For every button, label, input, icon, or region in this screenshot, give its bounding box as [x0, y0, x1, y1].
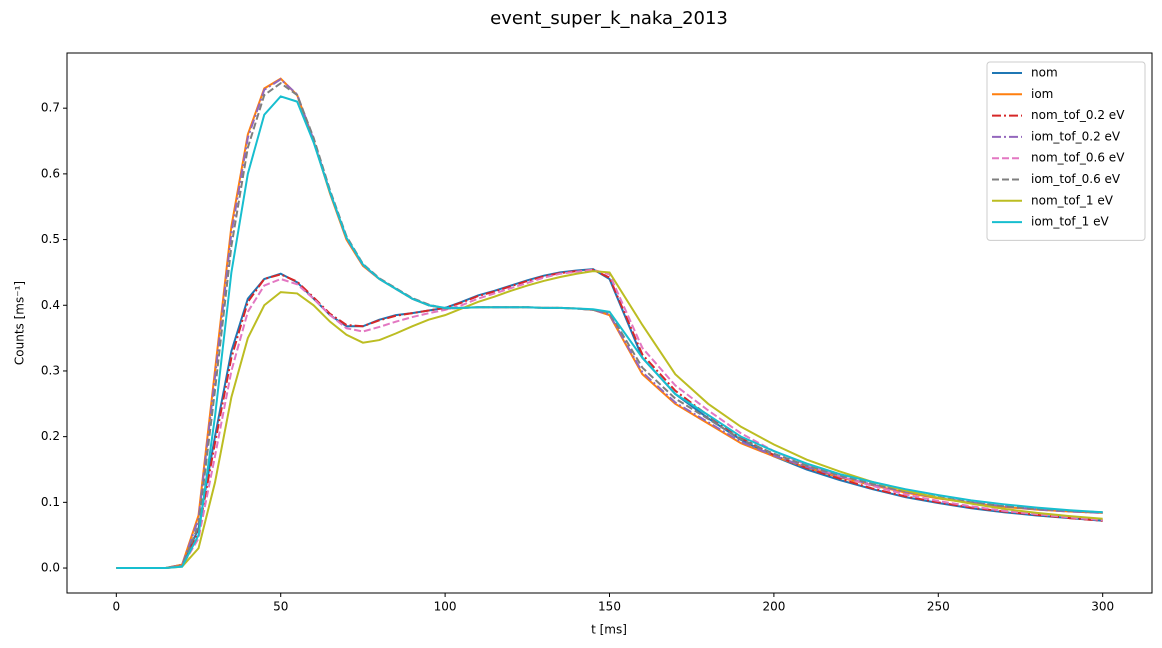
- series-line: [116, 77, 1103, 570]
- y-tick-label: 0.5: [41, 232, 60, 246]
- y-tick-label: 0.1: [41, 495, 60, 509]
- y-tick-label: 0.0: [41, 561, 60, 575]
- legend-label: nom_tof_1 eV: [1031, 193, 1114, 207]
- legend-label: nom_tof_0.2 eV: [1031, 108, 1125, 122]
- legend-box: [986, 61, 1146, 241]
- y-tick-label: 0.7: [41, 101, 60, 115]
- y-tick-label: 0.3: [41, 363, 60, 377]
- legend-label: iom_tof_0.6 eV: [1031, 172, 1121, 186]
- x-tick-label: 150: [598, 600, 621, 614]
- x-axis-label: t [ms]: [591, 623, 627, 637]
- x-tick-label: 250: [927, 600, 950, 614]
- legend-label: iom_tof_1 eV: [1031, 215, 1109, 229]
- legend-label: iom: [1031, 87, 1053, 101]
- x-tick-label: 50: [273, 600, 288, 614]
- y-axis-label: Counts [ms⁻¹]: [13, 281, 27, 365]
- series-line: [116, 78, 1103, 570]
- series-line: [116, 268, 1103, 570]
- chart-title: event_super_k_naka_2013: [490, 8, 728, 29]
- legend-label: nom_tof_0.6 eV: [1031, 151, 1125, 165]
- y-tick-label: 0.6: [41, 166, 60, 180]
- x-tick-label: 300: [1091, 600, 1114, 614]
- x-tick-label: 100: [434, 600, 457, 614]
- series-line: [116, 270, 1103, 570]
- y-tick-label: 0.4: [41, 298, 60, 312]
- legend-label: nom: [1031, 66, 1058, 80]
- plot-frame: [66, 52, 1153, 594]
- x-tick-label: 200: [762, 600, 785, 614]
- series-line: [116, 268, 1103, 570]
- series-line: [116, 81, 1103, 570]
- series-line: [116, 95, 1103, 570]
- series-line: [116, 268, 1103, 570]
- x-tick-label: 0: [112, 600, 120, 614]
- legend-label: iom_tof_0.2 eV: [1031, 129, 1121, 143]
- y-tick-label: 0.2: [41, 429, 60, 443]
